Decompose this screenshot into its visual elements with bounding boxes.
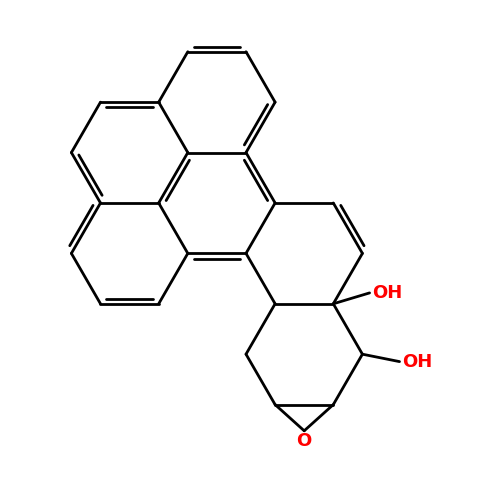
Text: O: O [296,432,312,450]
Text: OH: OH [402,352,432,370]
Text: OH: OH [372,284,402,302]
